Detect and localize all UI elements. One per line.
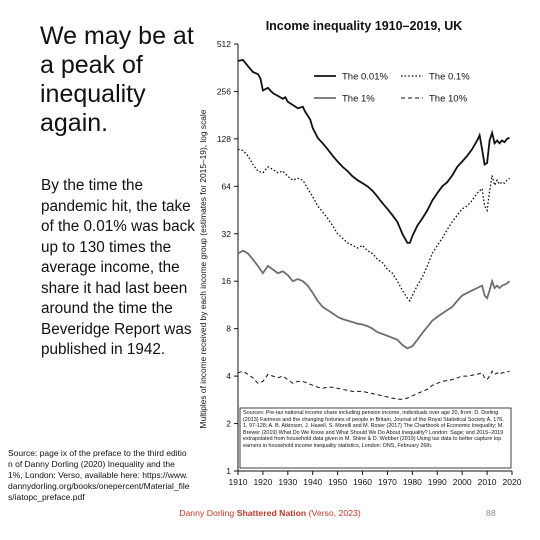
- chart-axes: 1 2 4 8 16 32 64 128 256 512 1910 1920 1930 1940 1950 1…: [217, 39, 522, 487]
- x-tick-label: 1950: [328, 477, 347, 487]
- y-tick-label: 512: [217, 39, 231, 49]
- footer-publisher: (Verso, 2023): [308, 508, 361, 518]
- footer-book-title: Shattered Nation: [236, 508, 307, 518]
- legend-label: The 10%: [429, 94, 468, 105]
- series-line-1: [237, 59, 510, 244]
- series-line-3: [237, 249, 511, 350]
- chart-sources-annotation: Sources: Pre-tax national income share i…: [239, 407, 512, 469]
- x-tick-label: 1990: [428, 477, 447, 487]
- legend-label: The 0.1%: [429, 72, 470, 83]
- x-tick-label: 1920: [253, 477, 272, 487]
- y-tick-label: 16: [222, 276, 232, 286]
- y-axis-label: Multiples of income received by each inc…: [198, 109, 208, 428]
- chart-title: Income inequality 1910–2019, UK: [266, 19, 463, 33]
- x-tick-label: 2000: [453, 477, 472, 487]
- x-tick-label: 2020: [503, 477, 522, 487]
- legend-label: The 0.01%: [342, 72, 388, 83]
- sources-text-container: Sources: Pre-tax national income share i…: [243, 410, 504, 449]
- y-tick-label: 2: [226, 419, 231, 429]
- y-tick-label: 4: [226, 371, 231, 381]
- y-tick-label: 256: [217, 86, 231, 96]
- x-tick-label: 1960: [353, 477, 372, 487]
- sources-text: Sources: Pre-tax national income share i…: [243, 410, 504, 449]
- x-tick-label: 2010: [478, 477, 497, 487]
- series-line-2: [237, 148, 510, 303]
- slide-heading: We may be at a peak of inequality again.: [40, 22, 194, 137]
- y-tick-label: 1: [226, 466, 231, 476]
- y-tick-label: 64: [222, 181, 232, 191]
- footer-author: Danny Dorling: [179, 508, 235, 518]
- series-line-4: [237, 370, 510, 400]
- x-tick-label: 1910: [229, 477, 248, 487]
- x-tick-label: 1930: [278, 477, 297, 487]
- slide-body-text: By the time the pandemic hit, the take o…: [41, 177, 195, 358]
- y-tick-label: 128: [217, 134, 231, 144]
- x-tick-label: 1970: [378, 477, 397, 487]
- sources-box: [239, 407, 512, 469]
- legend-label: The 1%: [342, 94, 375, 105]
- income-inequality-chart: Income inequality 1910–2019, UK Multiple…: [198, 19, 522, 487]
- y-tick-label: 32: [222, 229, 232, 239]
- x-tick-label: 1940: [303, 477, 322, 487]
- chart-series: [237, 59, 511, 400]
- slide-footer: Danny Dorling Shattered Nation (Verso, 2…: [0, 508, 540, 518]
- x-tick-label: 1980: [403, 477, 422, 487]
- chart-legend: The 0.01% The 0.1% The 1% The 10%: [314, 72, 470, 105]
- y-tick-label: 8: [226, 324, 231, 334]
- source-citation: Source: page ix of the preface to the th…: [8, 448, 190, 502]
- page-number: 88: [486, 508, 496, 518]
